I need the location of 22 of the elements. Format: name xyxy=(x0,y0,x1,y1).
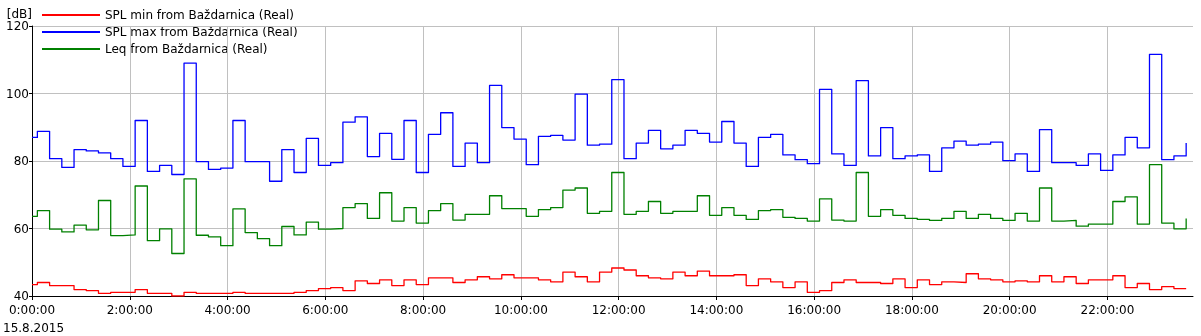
legend-label: SPL min from Baždarnica (Real) xyxy=(105,8,295,22)
x-tick-label: 8:00:00 xyxy=(399,303,447,317)
y-tick-label: 40 xyxy=(13,289,29,303)
x-tick-label: 14:00:00 xyxy=(689,303,744,317)
x-tick-label: 18:00:00 xyxy=(884,303,939,317)
x-tick-label: 0:00:00 xyxy=(8,303,56,317)
y-tick-label: 100 xyxy=(6,86,29,101)
legend-label: SPL max from Baždarnica (Real) xyxy=(105,25,298,39)
text: 15.8.2015 xyxy=(3,321,65,335)
x-tick-label: 10:00:00 xyxy=(493,303,548,317)
y-tick-label: 60 xyxy=(13,221,29,236)
x-tick-label: 2:00:00 xyxy=(106,303,153,317)
x-tick-label: 20:00:00 xyxy=(982,303,1037,317)
x-tick-label: 16:00:00 xyxy=(787,303,842,317)
y-tick-label: 120 xyxy=(6,19,29,33)
x-tick-label: 4:00:00 xyxy=(204,303,251,317)
legend-label: Leq from Baždarnica (Real) xyxy=(105,42,268,56)
x-tick-label: 12:00:00 xyxy=(591,303,646,317)
x-tick-label: 22:00:00 xyxy=(1080,303,1135,317)
y-axis-title: [dB] xyxy=(6,7,32,22)
y-tick-label: 80 xyxy=(13,154,29,168)
x-tick-label: 6:00:00 xyxy=(302,303,349,317)
